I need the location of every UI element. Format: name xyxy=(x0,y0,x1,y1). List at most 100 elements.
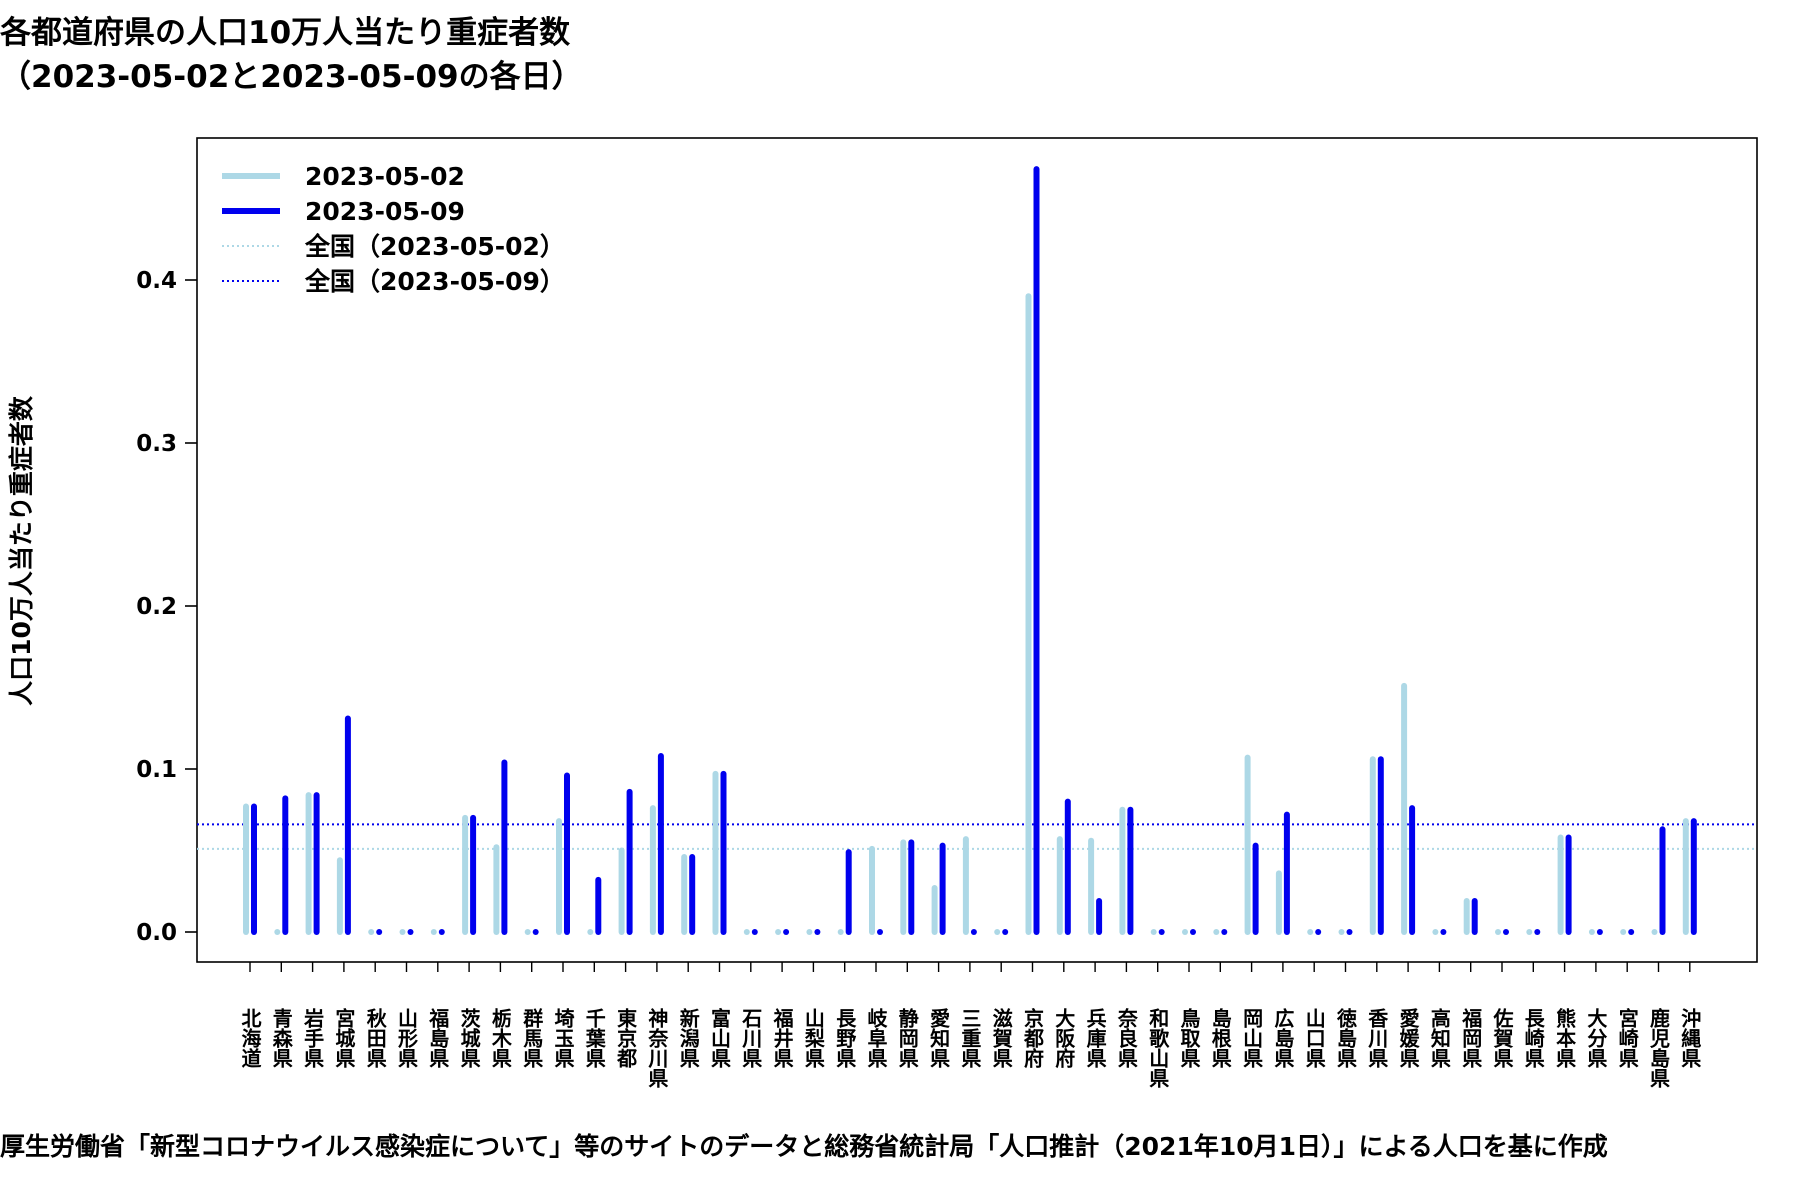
x-tick-label: 石川県 xyxy=(739,1008,763,1068)
x-tick-label: 佐賀県 xyxy=(1490,1007,1514,1068)
x-tick-label: 宮城県 xyxy=(332,1007,356,1068)
x-tick-label: 滋賀県 xyxy=(989,1007,1013,1068)
bar-series-1 xyxy=(1620,929,1627,935)
x-tick-label: 岩手県 xyxy=(301,1008,325,1068)
x-tick-label: 青森県 xyxy=(269,1008,293,1068)
bar-series-2 xyxy=(1002,929,1009,935)
bar-series-2 xyxy=(1190,929,1196,935)
x-tick-label: 鹿児島県 xyxy=(1647,1007,1671,1088)
x-tick-label: 群馬県 xyxy=(520,1007,544,1068)
x-tick-label: 埼玉県 xyxy=(551,1007,575,1068)
x-tick-label: 千葉県 xyxy=(582,1008,606,1068)
y-tick-label: 0.4 xyxy=(136,268,177,294)
x-tick-label: 山梨県 xyxy=(801,1008,825,1068)
bar-series-2 xyxy=(438,929,445,935)
x-tick-label: 福島県 xyxy=(426,1008,450,1068)
bar-series-2 xyxy=(1503,929,1509,935)
bar-series-2 xyxy=(1158,929,1165,935)
bar-series-1 xyxy=(1182,929,1188,935)
bar-series-2 xyxy=(1221,929,1228,935)
bar-series-1 xyxy=(837,929,844,935)
bar-series-1 xyxy=(1213,929,1220,935)
bar-series-1 xyxy=(524,929,531,935)
x-tick-label: 大阪府 xyxy=(1052,1008,1076,1069)
x-tick-label: 沖縄県 xyxy=(1678,1008,1702,1068)
bar-series-2 xyxy=(1534,929,1541,935)
bar-series-2 xyxy=(1440,929,1447,935)
legend-label: 2023-05-02 xyxy=(305,162,465,191)
bar-series-1 xyxy=(1651,929,1658,935)
bar-chart: 0.0 0.1 0.2 0.3 0.4 北海道 青森県 岩手県 宮城県 秋田県 山形県 福島県 茨城県栃… xyxy=(7,137,1758,1088)
chart-subtitle: （2023-05-02と2023-05-09の各日） xyxy=(0,59,583,95)
bar-series-2 xyxy=(407,929,414,935)
bar-series-1 xyxy=(994,929,1001,935)
x-tick-label: 三重県 xyxy=(958,1008,982,1068)
x-tick-label: 徳島県 xyxy=(1334,1007,1358,1068)
bar-series-1 xyxy=(368,929,375,935)
x-tick-label: 新潟県 xyxy=(676,1007,700,1068)
bar-series-2 xyxy=(532,929,539,935)
x-tick-label: 静岡県 xyxy=(895,1007,919,1068)
bar-series-1 xyxy=(274,929,281,935)
x-tick-label: 茨城県 xyxy=(457,1007,481,1068)
bar-series-2 xyxy=(376,929,383,935)
x-tick-label: 神奈川県 xyxy=(645,1007,669,1088)
x-tick-label: 福岡県 xyxy=(1459,1008,1483,1068)
x-tick-label: 熊本県 xyxy=(1553,1007,1577,1068)
bar-series-2 xyxy=(1315,929,1322,935)
y-tick-label: 0.2 xyxy=(136,594,177,620)
x-tick-label: 兵庫県 xyxy=(1083,1008,1107,1068)
x-tick-label: 富山県 xyxy=(708,1007,732,1068)
x-tick-label: 宮崎県 xyxy=(1615,1007,1639,1068)
legend-label: 2023-05-09 xyxy=(305,197,465,226)
bar-series-1 xyxy=(1307,929,1314,935)
bar-series-2 xyxy=(1596,929,1603,935)
bar-series-2 xyxy=(877,929,883,935)
x-tick-label: 山口県 xyxy=(1302,1008,1326,1068)
bar-series-1 xyxy=(806,929,813,935)
bar-series-2 xyxy=(1628,929,1635,935)
chart-title: 各都道府県の人口10万人当たり重症者数 xyxy=(0,15,571,51)
bar-series-1 xyxy=(399,929,406,935)
plot-area: 0.0 0.1 0.2 0.3 0.4 北海道 青森県 岩手県 宮城県 秋田県 山形県 福島県 茨城県栃… xyxy=(136,137,1758,1088)
x-tick-label: 京都府 xyxy=(1021,1007,1045,1069)
legend-label: 全国（2023-05-09） xyxy=(304,267,565,296)
x-tick-label: 岐阜県 xyxy=(864,1007,888,1068)
x-tick-label: 島根県 xyxy=(1208,1007,1232,1068)
y-axis-label: 人口10万人当たり重症者数 xyxy=(7,395,36,706)
source-caption: 厚生労働省「新型コロナウイルス感染症について」等のサイトのデータと総務省統計局「… xyxy=(0,1132,1608,1161)
x-tick-label: 岡山県 xyxy=(1240,1008,1264,1068)
bar-series-2 xyxy=(783,929,790,935)
y-tick-label: 0.1 xyxy=(136,757,177,783)
bar-series-2 xyxy=(970,929,977,935)
x-tick-label: 大分県 xyxy=(1584,1008,1608,1068)
bar-series-1 xyxy=(775,929,782,935)
bar-series-1 xyxy=(1495,929,1501,935)
plot-frame xyxy=(196,137,1758,963)
x-tick-label: 秋田県 xyxy=(363,1008,387,1068)
x-tick-label: 東京都 xyxy=(614,1008,638,1069)
x-tick-label: 愛知県 xyxy=(927,1008,951,1068)
x-tick-label: 長崎県 xyxy=(1521,1008,1545,1068)
bar-series-1 xyxy=(1432,929,1439,935)
x-tick-label: 広島県 xyxy=(1271,1007,1295,1068)
x-tick-label: 北海道 xyxy=(238,1008,262,1068)
bar-series-1 xyxy=(587,929,594,935)
bar-series-2 xyxy=(814,929,821,935)
x-tick-label: 和歌山県 xyxy=(1146,1008,1170,1088)
bar-series-1 xyxy=(1588,929,1595,935)
x-tick-label: 栃木県 xyxy=(488,1007,512,1068)
x-tick-label: 愛媛県 xyxy=(1396,1008,1420,1068)
x-tick-label: 香川県 xyxy=(1365,1008,1389,1068)
x-tick-label: 奈良県 xyxy=(1114,1007,1138,1068)
bar-series-1 xyxy=(743,929,750,935)
bar-series-1 xyxy=(1526,929,1533,935)
bar-series-1 xyxy=(1338,929,1345,935)
bar-series-1 xyxy=(1150,929,1157,935)
x-tick-label: 鳥取県 xyxy=(1177,1007,1201,1068)
y-tick-label: 0.0 xyxy=(136,920,177,946)
bar-series-1 xyxy=(430,929,437,935)
x-tick-label: 高知県 xyxy=(1427,1007,1451,1068)
x-tick-label: 福井県 xyxy=(770,1008,794,1068)
x-tick-label: 長野県 xyxy=(833,1008,857,1068)
